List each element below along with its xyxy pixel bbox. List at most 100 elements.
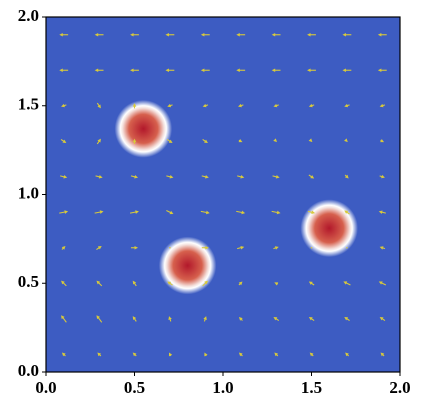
arrow-dot bbox=[346, 246, 348, 249]
arrow-head bbox=[238, 138, 243, 143]
arrow-head bbox=[61, 103, 65, 108]
arrow bbox=[238, 103, 244, 108]
arrow-head bbox=[241, 210, 246, 215]
arrow bbox=[130, 175, 139, 179]
arrow bbox=[129, 210, 139, 214]
arrow-head bbox=[134, 245, 139, 250]
arrow-head bbox=[96, 315, 100, 320]
arrow bbox=[130, 245, 139, 250]
arrow bbox=[132, 280, 137, 287]
arrow bbox=[238, 352, 243, 357]
arrow bbox=[94, 32, 104, 37]
arrow bbox=[202, 280, 208, 287]
arrow-head bbox=[308, 138, 313, 143]
arrow-head bbox=[205, 175, 209, 179]
arrow bbox=[344, 316, 350, 321]
arrow-head bbox=[62, 139, 67, 144]
arrow bbox=[61, 103, 67, 108]
arrow bbox=[203, 316, 207, 322]
arrow-shaft bbox=[94, 211, 102, 214]
arrow bbox=[377, 32, 387, 37]
arrow bbox=[379, 246, 386, 250]
arrow bbox=[308, 174, 315, 179]
arrow-head bbox=[308, 316, 313, 321]
x-tick-label: 1.0 bbox=[212, 378, 233, 397]
arrow-head bbox=[238, 103, 242, 108]
arrow-head bbox=[165, 68, 169, 73]
source-blob bbox=[158, 236, 217, 295]
arrow-shaft bbox=[236, 210, 243, 214]
arrow bbox=[166, 209, 174, 215]
y-tick-label: 1.5 bbox=[18, 95, 39, 114]
arrow-head bbox=[274, 246, 279, 250]
arrow-head bbox=[63, 175, 68, 179]
arrow bbox=[271, 210, 281, 215]
arrow-head bbox=[204, 280, 208, 285]
arrow bbox=[130, 32, 139, 37]
arrow-head bbox=[379, 316, 384, 321]
arrow bbox=[59, 210, 69, 214]
arrow-head bbox=[238, 281, 243, 286]
arrow-head bbox=[167, 103, 172, 108]
arrow-head bbox=[61, 315, 65, 320]
arrow bbox=[273, 103, 279, 108]
arrow bbox=[94, 210, 104, 214]
arrow bbox=[169, 246, 171, 249]
arrow bbox=[274, 352, 279, 357]
arrow-head bbox=[273, 138, 277, 143]
arrow bbox=[94, 68, 104, 73]
arrow bbox=[379, 174, 385, 179]
arrow-head bbox=[273, 316, 278, 321]
x-tick-label: 1.5 bbox=[301, 378, 322, 397]
arrow bbox=[342, 32, 352, 37]
arrow-head bbox=[271, 68, 276, 73]
arrow bbox=[274, 282, 279, 286]
arrow bbox=[59, 32, 69, 37]
arrow bbox=[344, 103, 350, 108]
arrow-head bbox=[168, 352, 173, 357]
arrow-head bbox=[97, 104, 101, 109]
arrow-head bbox=[97, 352, 102, 357]
y-tick-label: 1.0 bbox=[18, 183, 39, 202]
arrow-head bbox=[342, 32, 346, 37]
arrow-head bbox=[307, 68, 311, 73]
arrow bbox=[200, 210, 210, 215]
arrow bbox=[60, 139, 67, 144]
arrow-head bbox=[94, 68, 99, 73]
arrow-head bbox=[94, 32, 99, 37]
arrow bbox=[96, 245, 102, 250]
arrow-head bbox=[308, 281, 313, 285]
arrow-shaft bbox=[59, 211, 66, 214]
arrow-head bbox=[344, 316, 349, 321]
arrow bbox=[96, 315, 103, 323]
arrow bbox=[237, 175, 245, 179]
arrow bbox=[308, 138, 313, 143]
arrow-head bbox=[240, 245, 245, 250]
arrow-head bbox=[379, 103, 384, 108]
arrow-head bbox=[345, 352, 349, 357]
arrow-head bbox=[132, 352, 137, 357]
arrow-head bbox=[236, 32, 240, 37]
arrow-shaft bbox=[62, 316, 67, 323]
arrow-head bbox=[344, 103, 349, 108]
arrow bbox=[307, 32, 316, 37]
arrow bbox=[165, 32, 175, 37]
arrow bbox=[237, 245, 245, 250]
arrow bbox=[204, 352, 208, 357]
arrow-head bbox=[238, 316, 243, 321]
arrow bbox=[166, 175, 174, 179]
arrow-head bbox=[343, 281, 348, 285]
arrow bbox=[380, 352, 385, 357]
arrow-head bbox=[308, 103, 313, 108]
arrow bbox=[272, 175, 280, 179]
arrow bbox=[273, 246, 279, 250]
arrow-head bbox=[97, 138, 101, 143]
arrow bbox=[165, 68, 175, 73]
arrow-head bbox=[203, 316, 207, 320]
arrow bbox=[307, 210, 316, 215]
arrow-head bbox=[344, 210, 349, 214]
arrow-shaft bbox=[129, 211, 137, 214]
arrow-head bbox=[344, 174, 349, 179]
arrow bbox=[236, 68, 246, 73]
